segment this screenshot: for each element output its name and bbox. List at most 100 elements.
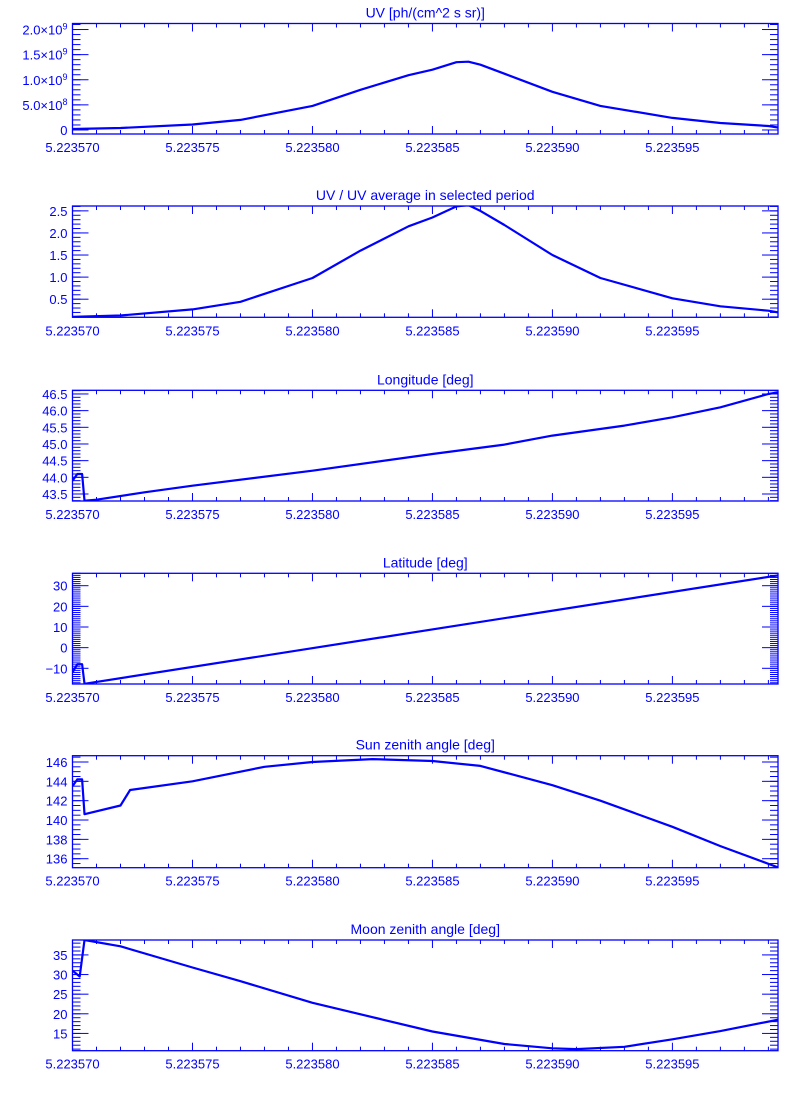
y-tick-mantissa: 146: [46, 755, 68, 770]
x-tick-label: 5.223590: [525, 1057, 579, 1072]
y-tick-mantissa: 1.0: [49, 270, 67, 285]
y-tick-mantissa: 44.5: [42, 454, 67, 469]
series-line: [72, 206, 778, 318]
y-tick-mantissa: 25: [53, 987, 67, 1002]
y-tick-label: 45.0: [42, 437, 67, 452]
y-tick-label: 25: [53, 987, 67, 1002]
panel-title: Sun zenith angle [deg]: [356, 737, 495, 753]
x-tick-label: 5.223595: [645, 1057, 699, 1072]
y-tick-mantissa: 46.5: [42, 387, 67, 402]
x-tick-label: 5.223570: [45, 140, 99, 155]
y-tick-label: 15: [53, 1026, 67, 1041]
x-tick-label: 5.223585: [405, 507, 459, 522]
x-tick-label: 5.223575: [165, 507, 219, 522]
y-tick-label: 44.5: [42, 454, 67, 469]
x-tick-label: 5.223570: [45, 507, 99, 522]
y-tick-label: 20: [53, 1007, 67, 1022]
y-tick-mantissa: 30: [53, 968, 67, 983]
y-tick-mantissa: 138: [46, 832, 68, 847]
y-tick-mantissa: 1.0×10: [22, 73, 62, 88]
y-tick-mantissa: 44.0: [42, 470, 67, 485]
y-tick-mantissa: 142: [46, 794, 68, 809]
series-line: [72, 574, 778, 684]
x-tick-label: 5.223590: [525, 507, 579, 522]
x-tick-label: 5.223590: [525, 140, 579, 155]
x-tick-label: 5.223575: [165, 874, 219, 889]
y-tick-mantissa: 2.0×10: [22, 23, 62, 38]
y-tick-label: 136: [46, 852, 68, 867]
plot-frame: [71, 572, 779, 685]
panel-5: Sun zenith angle [deg] 5.223570 5.223575 5.…: [45, 737, 779, 889]
x-tick-label: 5.223575: [165, 140, 219, 155]
y-tick-mantissa: 20: [53, 1007, 67, 1022]
y-tick-mantissa: 15: [53, 1026, 67, 1041]
x-tick-label: 5.223590: [525, 690, 579, 705]
y-tick-mantissa: 2.0: [49, 226, 67, 241]
y-tick-label: 20: [53, 599, 67, 614]
series-line: [72, 391, 778, 501]
y-tick-label: 45.5: [42, 420, 67, 435]
x-tick-label: 5.223585: [405, 1057, 459, 1072]
series-line: [72, 60, 778, 131]
y-tick-label: 138: [46, 832, 68, 847]
y-tick-exponent: 9: [62, 47, 67, 57]
panel-6: Moon zenith angle [deg] 5.223570 5.223575 5…: [45, 921, 779, 1072]
y-tick-mantissa: 45.0: [42, 437, 67, 452]
y-tick-label: 144: [46, 774, 68, 789]
y-tick-mantissa: 5.0×10: [22, 98, 62, 113]
y-tick-label: 0: [60, 123, 67, 138]
x-tick-label: 5.223590: [525, 323, 579, 338]
y-tick-label: 1.0: [49, 270, 67, 285]
plot-frame: [71, 939, 779, 1052]
y-tick-label: 30: [53, 579, 67, 594]
x-tick-label: 5.223585: [405, 874, 459, 889]
x-tick-label: 5.223570: [45, 323, 99, 338]
y-tick-mantissa: 46.0: [42, 404, 67, 419]
plot-frame: [71, 755, 779, 869]
y-tick-label: 0.5: [49, 292, 67, 307]
y-tick-label: −10: [45, 661, 67, 676]
plot-frame: [71, 205, 779, 318]
x-tick-label: 5.223580: [285, 507, 339, 522]
x-tick-label: 5.223570: [45, 1057, 99, 1072]
series-line: [72, 940, 778, 1051]
y-tick-label: 30: [53, 968, 67, 983]
y-tick-mantissa: 10: [53, 620, 67, 635]
y-tick-mantissa: 1.5: [49, 248, 67, 263]
y-tick-label: 44.0: [42, 470, 67, 485]
panel-title: Latitude [deg]: [383, 554, 468, 570]
y-tick-mantissa: 43.5: [42, 487, 67, 502]
panel-1: UV [ph/(cm^2 s sr)] 5.223570 5.223575 5.223…: [22, 5, 779, 155]
y-tick-label: 2.0×109: [22, 22, 67, 38]
y-tick-mantissa: 0.5: [49, 292, 67, 307]
y-tick-mantissa: 45.5: [42, 420, 67, 435]
x-tick-label: 5.223590: [525, 874, 579, 889]
x-tick-label: 5.223570: [45, 690, 99, 705]
y-tick-label: 2.0: [49, 226, 67, 241]
y-tick-label: 46.5: [42, 387, 67, 402]
x-tick-label: 5.223580: [285, 323, 339, 338]
y-tick-label: 1.0×109: [22, 72, 67, 88]
x-tick-label: 5.223595: [645, 323, 699, 338]
y-tick-label: 46.0: [42, 404, 67, 419]
x-tick-label: 5.223585: [405, 690, 459, 705]
x-tick-label: 5.223595: [645, 874, 699, 889]
y-tick-exponent: 9: [62, 22, 67, 32]
y-tick-mantissa: 20: [53, 599, 67, 614]
y-tick-label: 35: [53, 948, 67, 963]
y-tick-mantissa: 0: [60, 123, 67, 138]
x-tick-label: 5.223595: [645, 140, 699, 155]
y-tick-mantissa: 1.5×10: [22, 48, 62, 63]
plot-frame: [71, 22, 779, 135]
x-tick-label: 5.223575: [165, 323, 219, 338]
x-tick-label: 5.223575: [165, 690, 219, 705]
x-tick-label: 5.223585: [405, 140, 459, 155]
x-tick-label: 5.223595: [645, 690, 699, 705]
y-tick-label: 5.0×108: [22, 97, 67, 113]
y-tick-mantissa: 136: [46, 852, 68, 867]
y-tick-exponent: 9: [62, 72, 67, 82]
panel-title: UV / UV average in selected period: [316, 187, 535, 203]
y-tick-mantissa: 35: [53, 948, 67, 963]
panel-title: UV [ph/(cm^2 s sr)]: [366, 5, 485, 21]
